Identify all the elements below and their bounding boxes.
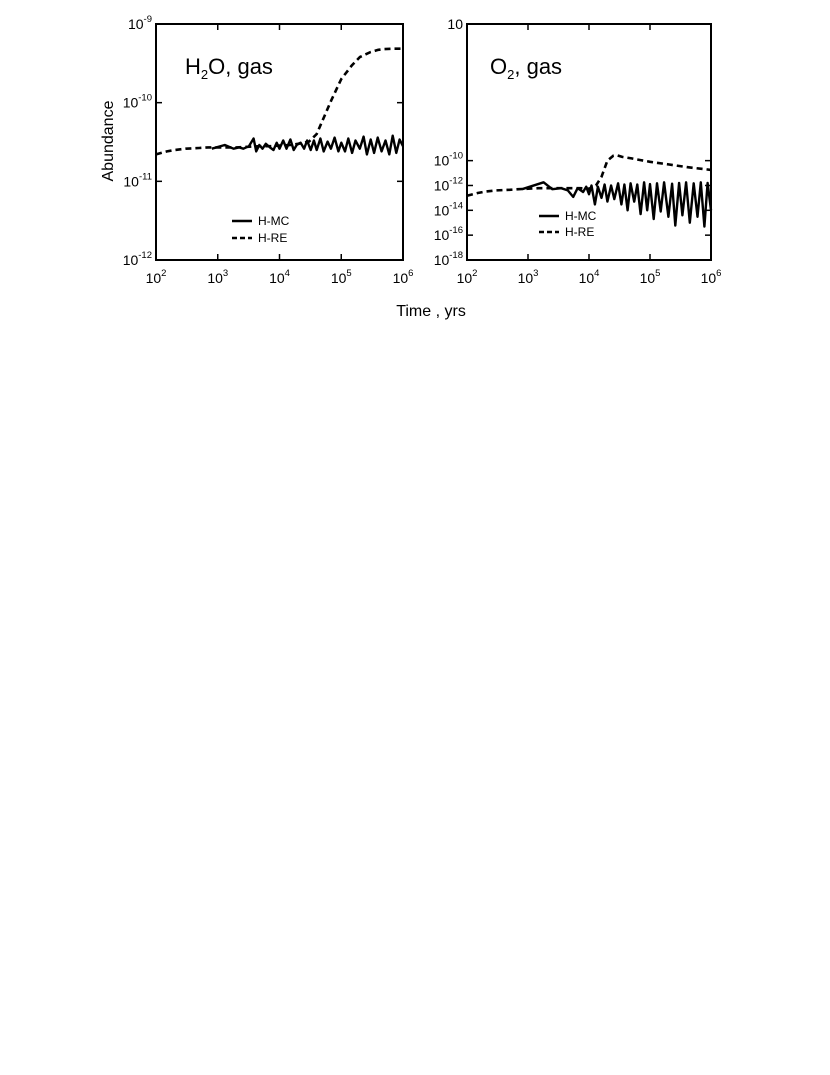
y-tick-label: 10-11 [123,171,152,189]
panel-title: H2O, gas [185,54,273,82]
panel-oxygen-gas: 102 103 104 105 106 10-18 10-16 10-14 10-12 10-10… [434,16,722,286]
x-tick-label: 106 [393,268,414,286]
y-tick-label: 10 [447,16,463,32]
y-tick-label: 10-16 [434,225,463,243]
legend-label-h-re: H-RE [258,231,287,245]
x-tick-label: 104 [269,268,290,286]
y-tick-label: 10-12 [123,250,152,268]
y-tick-label: 10-10 [123,93,152,111]
x-tick-label: 102 [457,268,478,286]
x-axis-label: Time , yrs [396,303,466,320]
x-tick-label: 103 [207,268,228,286]
y-tick-label: 10-10 [434,151,463,169]
series-line-h-mc [521,181,713,228]
y-tick-label: 10-12 [434,175,463,193]
y-tick-label: 10-9 [128,14,152,32]
panel-water-gas: 102 103 104 105 106 10-12 10-11 10-10 10-9 H2O, g… [123,14,414,286]
legend-label-h-mc: H-MC [258,214,290,228]
y-tick-label: 10-18 [434,250,463,268]
x-tick-label: 106 [701,268,722,286]
panel-title: O2, gas [490,54,562,82]
x-tick-label: 103 [518,268,539,286]
x-tick-label: 102 [146,268,167,286]
series-line-h-re [466,153,712,197]
series-line-h-mc [211,134,405,156]
x-tick-label: 105 [331,268,352,286]
y-axis-label: Abundance [100,100,117,181]
x-tick-label: 105 [640,268,661,286]
series-line-h-re [155,47,403,156]
legend-label-h-mc: H-MC [565,209,597,223]
y-tick-label: 10-14 [434,200,463,218]
x-tick-label: 104 [579,268,600,286]
legend-label-h-re: H-RE [565,225,594,239]
